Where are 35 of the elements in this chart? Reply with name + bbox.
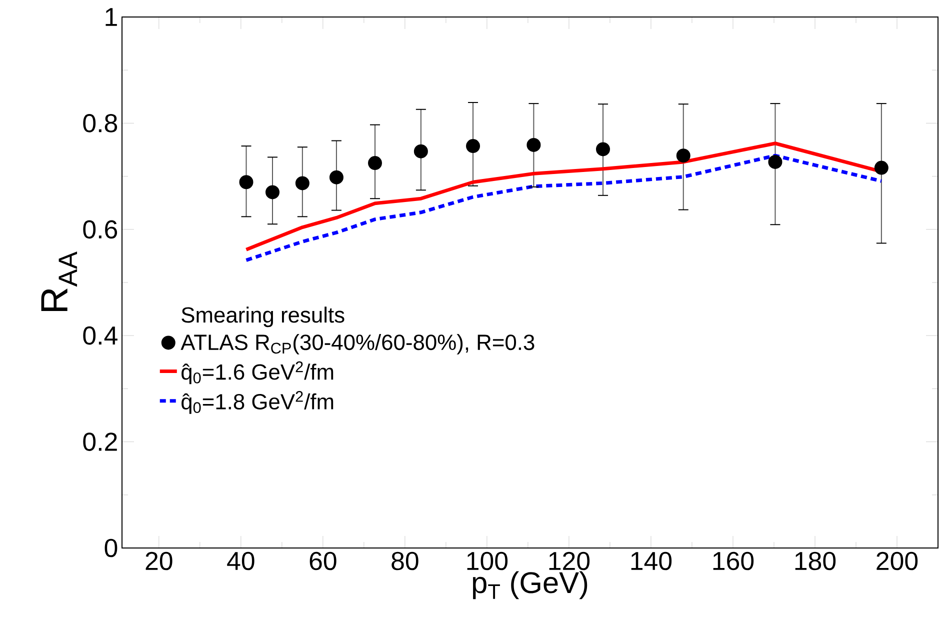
x-tick-label: 100 (467, 552, 508, 570)
point (329, 170, 344, 184)
x-tick-label: 60 (310, 552, 336, 570)
x-tick-label: 140 (631, 552, 672, 570)
legend-label: q̂$_{0}$=1.6 GeV$^{2}$/fm (182, 361, 334, 384)
y-tick-label: 0.6 (83, 220, 118, 239)
y-tick-label: 1 (106, 8, 117, 26)
y-tick-label: 0.4 (83, 326, 118, 345)
point (265, 185, 280, 200)
point (768, 154, 782, 169)
line-series (244, 154, 884, 262)
x-tick-label: 200 (876, 552, 918, 570)
x-tick-label: 40 (227, 552, 254, 570)
legend-title: Smearing results (182, 306, 344, 328)
point (874, 160, 888, 175)
x-tick-label: 160 (713, 552, 754, 570)
x-tick-label: 20 (146, 552, 172, 570)
point (414, 144, 428, 158)
y-tick-label: 0.8 (83, 114, 118, 132)
point (295, 176, 310, 190)
point (526, 138, 541, 152)
legend-label: q̂$_{0}$=1.8 GeV$^{2}$/fm (182, 391, 334, 414)
y-axis-title: R$_{AA}$ (41, 251, 78, 311)
x-axis-title: p$_{T}$ (GeV) (472, 571, 588, 600)
y-tick-label: 0.2 (83, 432, 117, 451)
point (368, 156, 382, 170)
y-tick-label: 0 (104, 538, 118, 558)
legend-label: ATLAS R$_{CP}$(30-40%/60-80%), R=0.3 (180, 334, 534, 354)
x-tick-label: 80 (392, 552, 418, 570)
point (466, 139, 480, 154)
point (239, 175, 254, 190)
point (676, 148, 690, 163)
x-tick-label: 120 (549, 552, 590, 570)
x-tick-label: 180 (795, 552, 836, 570)
point (596, 142, 610, 156)
